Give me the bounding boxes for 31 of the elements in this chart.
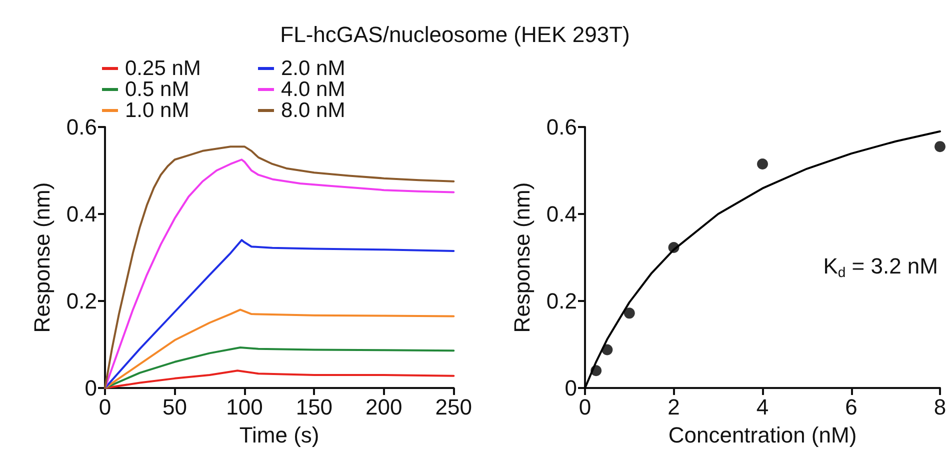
x-tick-label: 8	[934, 394, 946, 420]
point	[757, 158, 768, 170]
x-tick-label: 2	[668, 394, 680, 420]
x-tick-label: 6	[845, 394, 858, 420]
legend-label: 1.0 nM	[125, 99, 190, 122]
y-tick-label: 0.2	[546, 288, 577, 314]
y-tick-label: 0	[84, 376, 97, 400]
y-tick-label: 0	[564, 376, 577, 400]
x-axis-title: Time (s)	[239, 422, 320, 448]
y-tick-label: 0.6	[66, 114, 97, 140]
x-tick-label: 100	[226, 394, 263, 420]
y-tick-label: 0.4	[546, 202, 577, 226]
y-tick-label: 0.4	[66, 202, 97, 226]
x-tick-label: 250	[435, 394, 472, 420]
y-tick-label: 0.2	[66, 288, 97, 314]
point	[934, 141, 946, 152]
legend-label: 4.0 nM	[281, 78, 346, 101]
x-axis-title: Concentration (nM)	[668, 422, 857, 448]
legend-label: 8.0 nM	[281, 99, 346, 122]
y-axis-title: Response (nm)	[30, 182, 54, 333]
x-tick-label: 4	[756, 394, 769, 420]
legend-label: 0.5 nM	[125, 78, 190, 101]
legend-label: 0.25 nM	[125, 57, 201, 80]
point	[624, 308, 635, 319]
y-tick-label: 0.6	[546, 114, 577, 140]
x-tick-label: 150	[296, 394, 333, 420]
x-tick-label: 200	[366, 394, 402, 420]
chart-title: FL-hcGAS/nucleosome (HEK 293T)	[279, 22, 631, 48]
x-tick-label: 50	[162, 394, 187, 420]
legend-label: 2.0 nM	[281, 57, 346, 80]
y-axis-title: Response (nm)	[510, 182, 534, 333]
